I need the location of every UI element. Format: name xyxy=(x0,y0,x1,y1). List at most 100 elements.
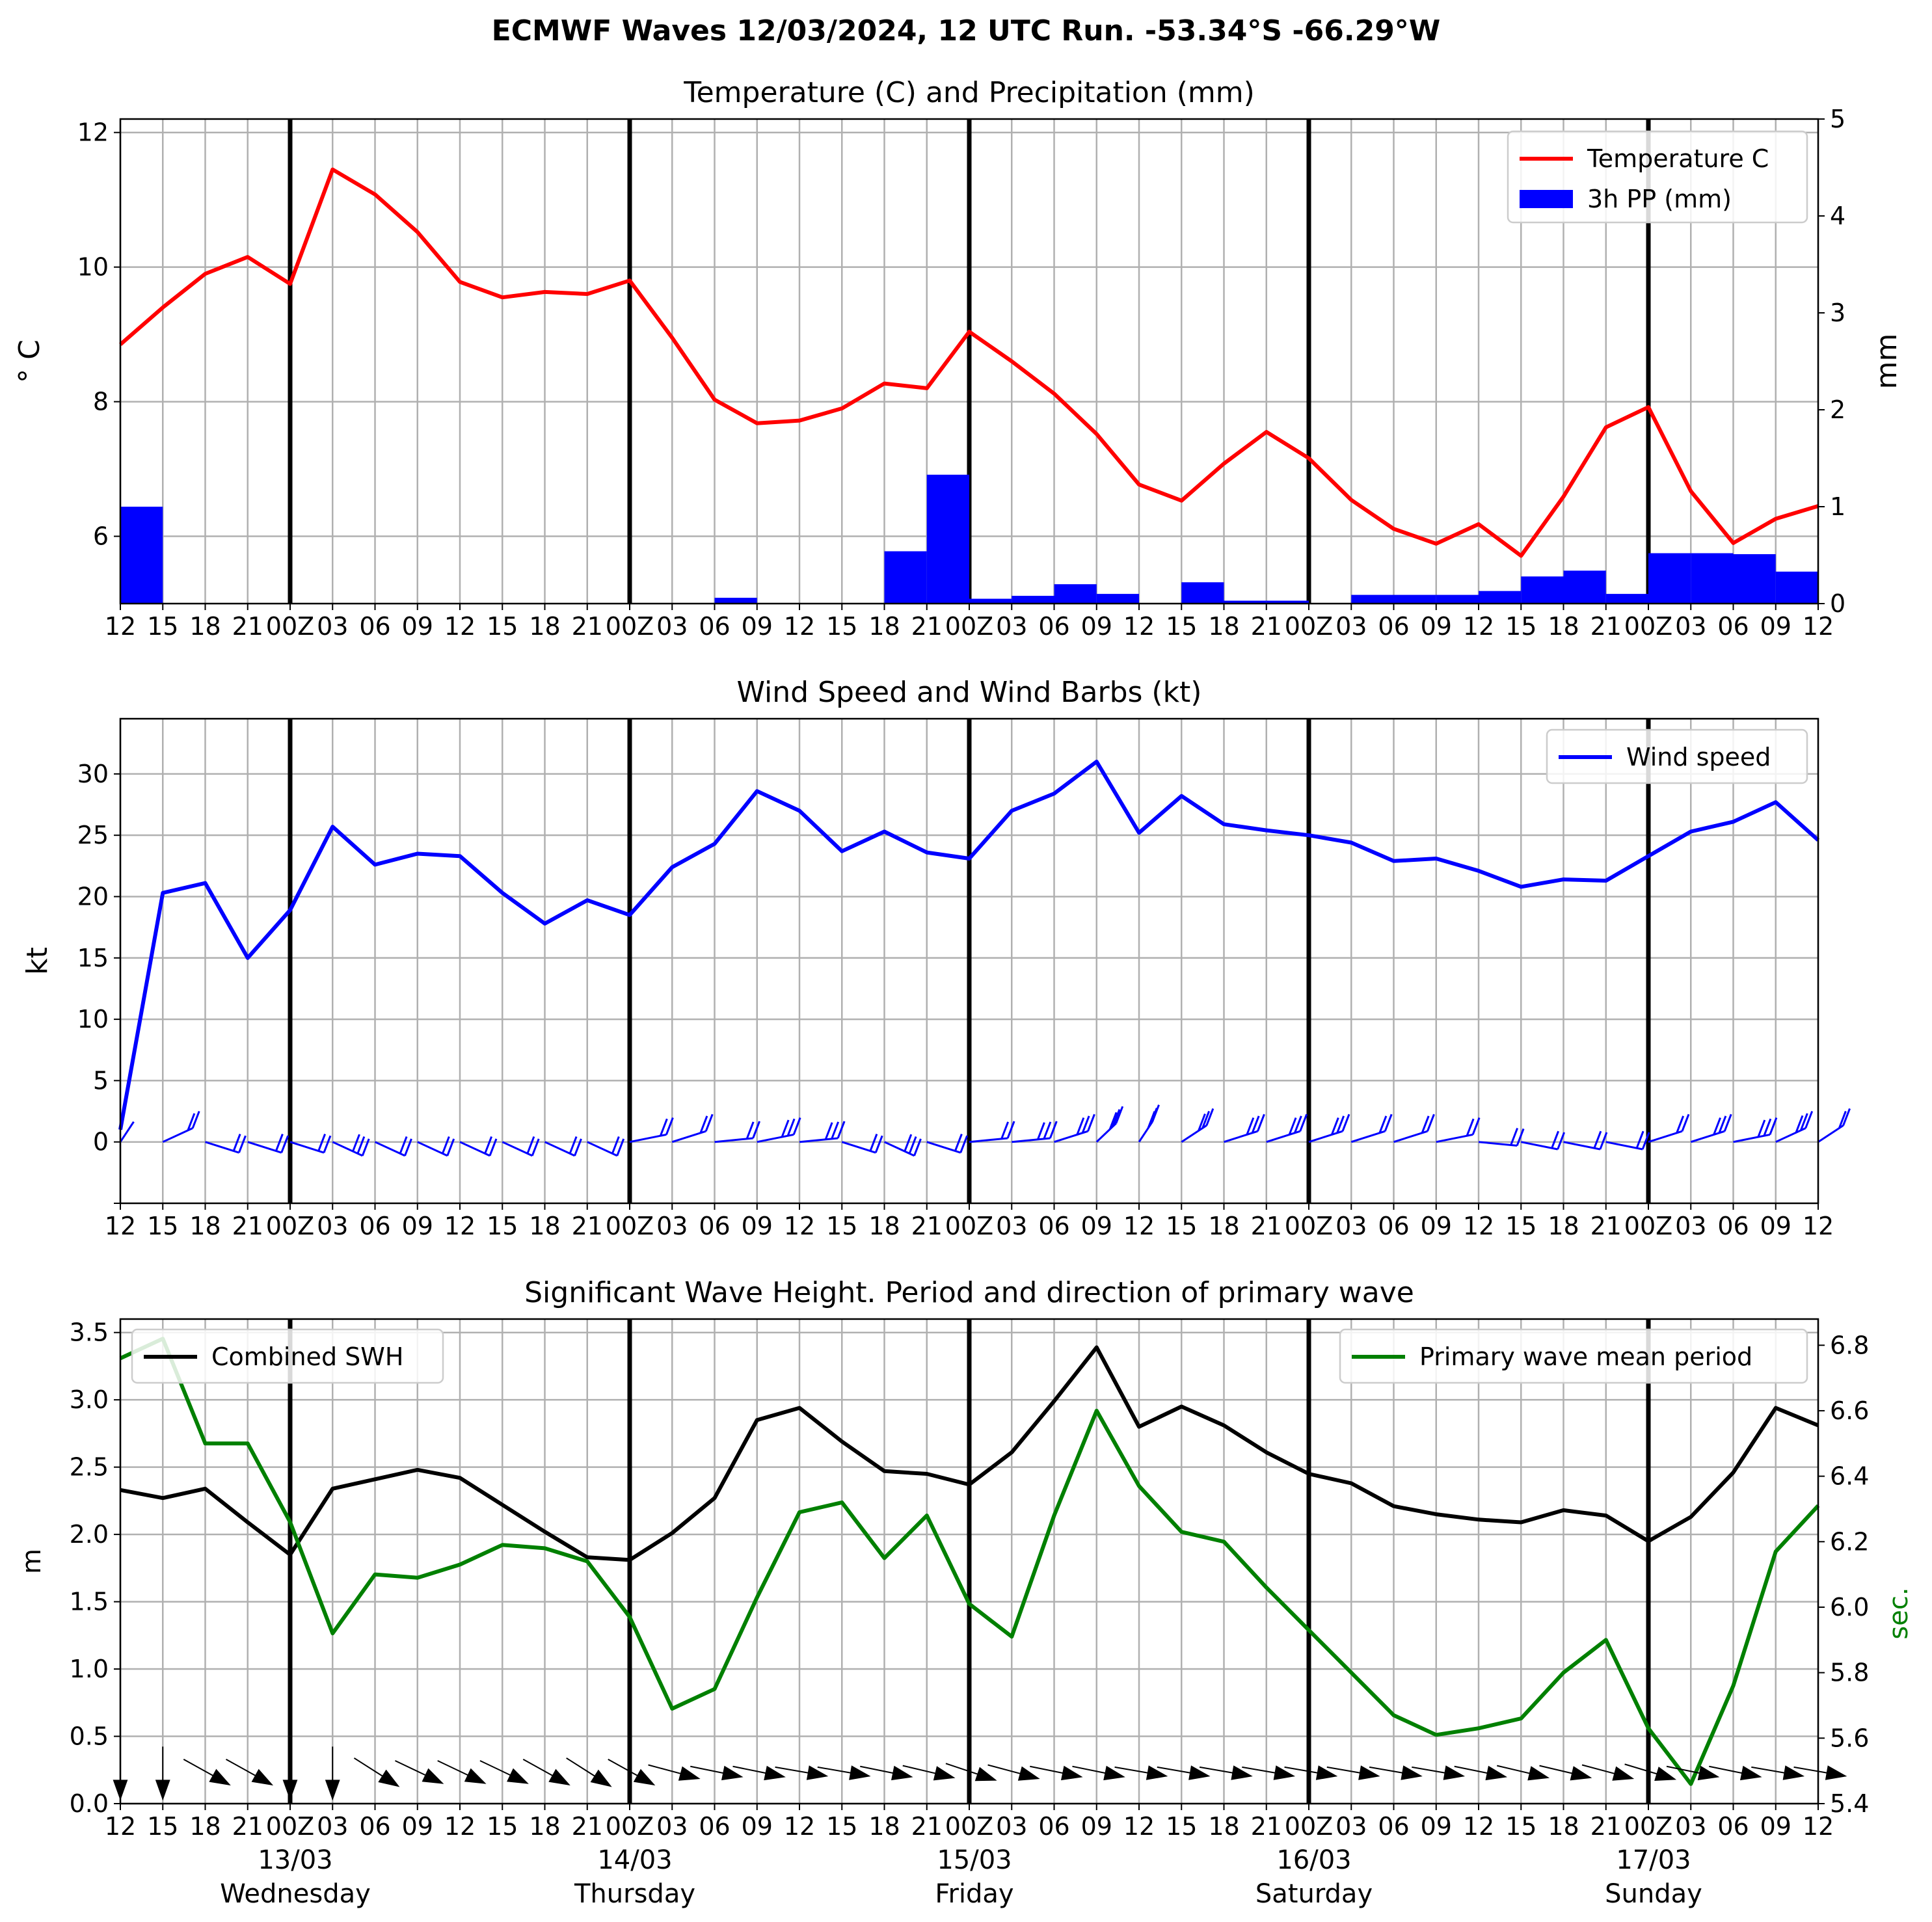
day-date-label: 15/03 xyxy=(937,1845,1012,1875)
wave-direction-arrow xyxy=(1072,1765,1125,1781)
wind-barb xyxy=(1224,1114,1265,1143)
x-tick-label: 00Z xyxy=(266,1212,314,1240)
arrow-head xyxy=(1017,1766,1040,1781)
wind-barb xyxy=(1054,1114,1095,1143)
y-tick-label: 30 xyxy=(77,760,109,788)
wind-barb-flag xyxy=(1557,1132,1566,1150)
x-tick-label: 15 xyxy=(826,1812,857,1841)
wind-barb-flag xyxy=(489,1138,498,1156)
precip-bar xyxy=(1266,600,1309,604)
wave-direction-arrow xyxy=(282,1746,298,1801)
wind-barb-flag xyxy=(1201,1110,1211,1128)
arrow-head xyxy=(678,1766,701,1781)
legend: Wind speed xyxy=(1546,728,1808,784)
y2-tick-label: 3 xyxy=(1830,299,1845,327)
wind-barb-flag xyxy=(187,1113,196,1131)
arrow-head xyxy=(764,1765,786,1781)
wave-direction-arrow xyxy=(1030,1765,1083,1781)
x-tick-label: 03 xyxy=(1675,612,1706,641)
y2-tick-labels: 0 1 2 3 4 5 xyxy=(1830,105,1845,618)
wind-barb xyxy=(714,1121,760,1143)
wind-barb-flag xyxy=(1037,1122,1045,1140)
x-tick-label: 06 xyxy=(699,612,730,641)
wind-barb-shaft xyxy=(544,1141,576,1157)
legend-label: Combined SWH xyxy=(211,1342,403,1371)
wind-barb xyxy=(671,1114,714,1143)
wind-barb xyxy=(417,1136,455,1157)
wind-barb xyxy=(757,1117,801,1143)
wave-direction-arrow xyxy=(522,1759,570,1786)
x-tick-label: 03 xyxy=(996,1212,1027,1240)
y-axis-label: m xyxy=(17,1549,47,1574)
wave-direction-arrow xyxy=(1369,1765,1423,1780)
wind-barb-flag xyxy=(1076,1117,1085,1136)
day-labels: 13/03 Wednesday 14/03 Thursday 15/03 Friday 16… xyxy=(220,1845,1702,1909)
precip-bars xyxy=(120,474,1818,604)
x-tick-label: 03 xyxy=(996,612,1027,641)
wind-barb-shaft xyxy=(1350,1130,1386,1143)
panel-3-title: Significant Wave Height. Period and dire… xyxy=(524,1276,1414,1309)
wind-barb-flag xyxy=(352,1134,360,1152)
y2-tick-label: 5.8 xyxy=(1830,1659,1869,1687)
x-tick-label: 21 xyxy=(911,1212,943,1240)
arrow-shaft xyxy=(648,1764,682,1774)
panel-2: Wind Speed and Wind Barbs (kt)12 15 18 21 00… xyxy=(21,676,1851,1240)
x-tick-label: 21 xyxy=(1590,1812,1622,1841)
wind-barb-flag xyxy=(824,1122,833,1140)
figure-suptitle: ECMWF Waves 12/03/2024, 12 UTC Run. -53.… xyxy=(492,14,1441,47)
wind-barb-flag xyxy=(904,1134,913,1152)
wind-barb-flag xyxy=(659,1118,668,1136)
x-tick-label: 21 xyxy=(572,612,603,641)
arrow-shaft xyxy=(1539,1765,1573,1774)
arrow-shaft xyxy=(987,1764,1021,1774)
x-tick-label: 15 xyxy=(487,1812,518,1841)
wind-barb xyxy=(1775,1110,1814,1143)
wind-barb-shaft xyxy=(629,1133,667,1143)
chart-panels: Temperature (C) and Precipitation (mm) 12… xyxy=(13,76,1914,1909)
x-tick-label: 00Z xyxy=(1624,612,1672,641)
precip-bar xyxy=(714,598,757,604)
y-tick-labels: 0 5 10 15 20 25 30 xyxy=(77,760,109,1156)
wind-barb xyxy=(1478,1127,1525,1147)
wind-barb-shaft xyxy=(119,1121,135,1143)
x-tick-label: 09 xyxy=(1421,1812,1452,1841)
x-tick-label: 18 xyxy=(189,1812,221,1841)
x-tick-label: 18 xyxy=(1208,1212,1239,1240)
panel-1-title: Temperature (C) and Precipitation (mm) xyxy=(683,76,1255,109)
x-tick-label: 09 xyxy=(1760,612,1791,641)
arrow-head xyxy=(1527,1766,1550,1781)
wave-direction-arrow xyxy=(226,1759,274,1786)
wind-barb xyxy=(1393,1114,1435,1143)
precip-bar xyxy=(1479,591,1522,604)
x-tick-label: 15 xyxy=(487,612,518,641)
wind-barb xyxy=(374,1136,412,1157)
wave-direction-arrow xyxy=(1284,1765,1338,1780)
precip-bar xyxy=(1691,553,1734,604)
y-tick-label: 12 xyxy=(77,118,109,147)
y2-axis-label: mm xyxy=(1870,334,1903,390)
arrow-shaft xyxy=(690,1765,724,1774)
x-tick-label: 06 xyxy=(1378,1812,1409,1841)
arrow-head xyxy=(590,1769,612,1787)
wind-barb-flag xyxy=(1681,1114,1690,1132)
y-tick-labels: 0.0 0.5 1.0 1.5 2.0 2.5 3.0 3.5 xyxy=(70,1318,109,1818)
legend-label: Temperature C xyxy=(1587,144,1769,173)
precip-bar xyxy=(1012,596,1054,604)
precip-bar xyxy=(120,507,163,604)
arrow-head xyxy=(1315,1765,1338,1780)
x-tick-label: 12 xyxy=(1463,1812,1494,1841)
x-tick-label: 09 xyxy=(402,1812,433,1841)
arrow-shaft xyxy=(1199,1766,1233,1774)
x-tick-label: 09 xyxy=(1081,1812,1112,1841)
wind-barb xyxy=(629,1117,674,1143)
arrow-shaft xyxy=(1793,1766,1827,1774)
arrow-head xyxy=(891,1765,913,1781)
wave-direction-arrow xyxy=(353,1757,400,1787)
arrow-head xyxy=(1654,1767,1677,1782)
arrow-head xyxy=(422,1768,444,1784)
wave-direction-arrow xyxy=(690,1765,744,1781)
wind-barb-flag xyxy=(908,1136,917,1155)
x-tick-labels: 12 15 18 21 00Z 03 06 09 12 15 18 21 00Z 03 06 09 12 15 18… xyxy=(105,612,1834,641)
y2-tick-label: 6.2 xyxy=(1830,1527,1869,1556)
wind-barb-flag xyxy=(1112,1109,1121,1127)
